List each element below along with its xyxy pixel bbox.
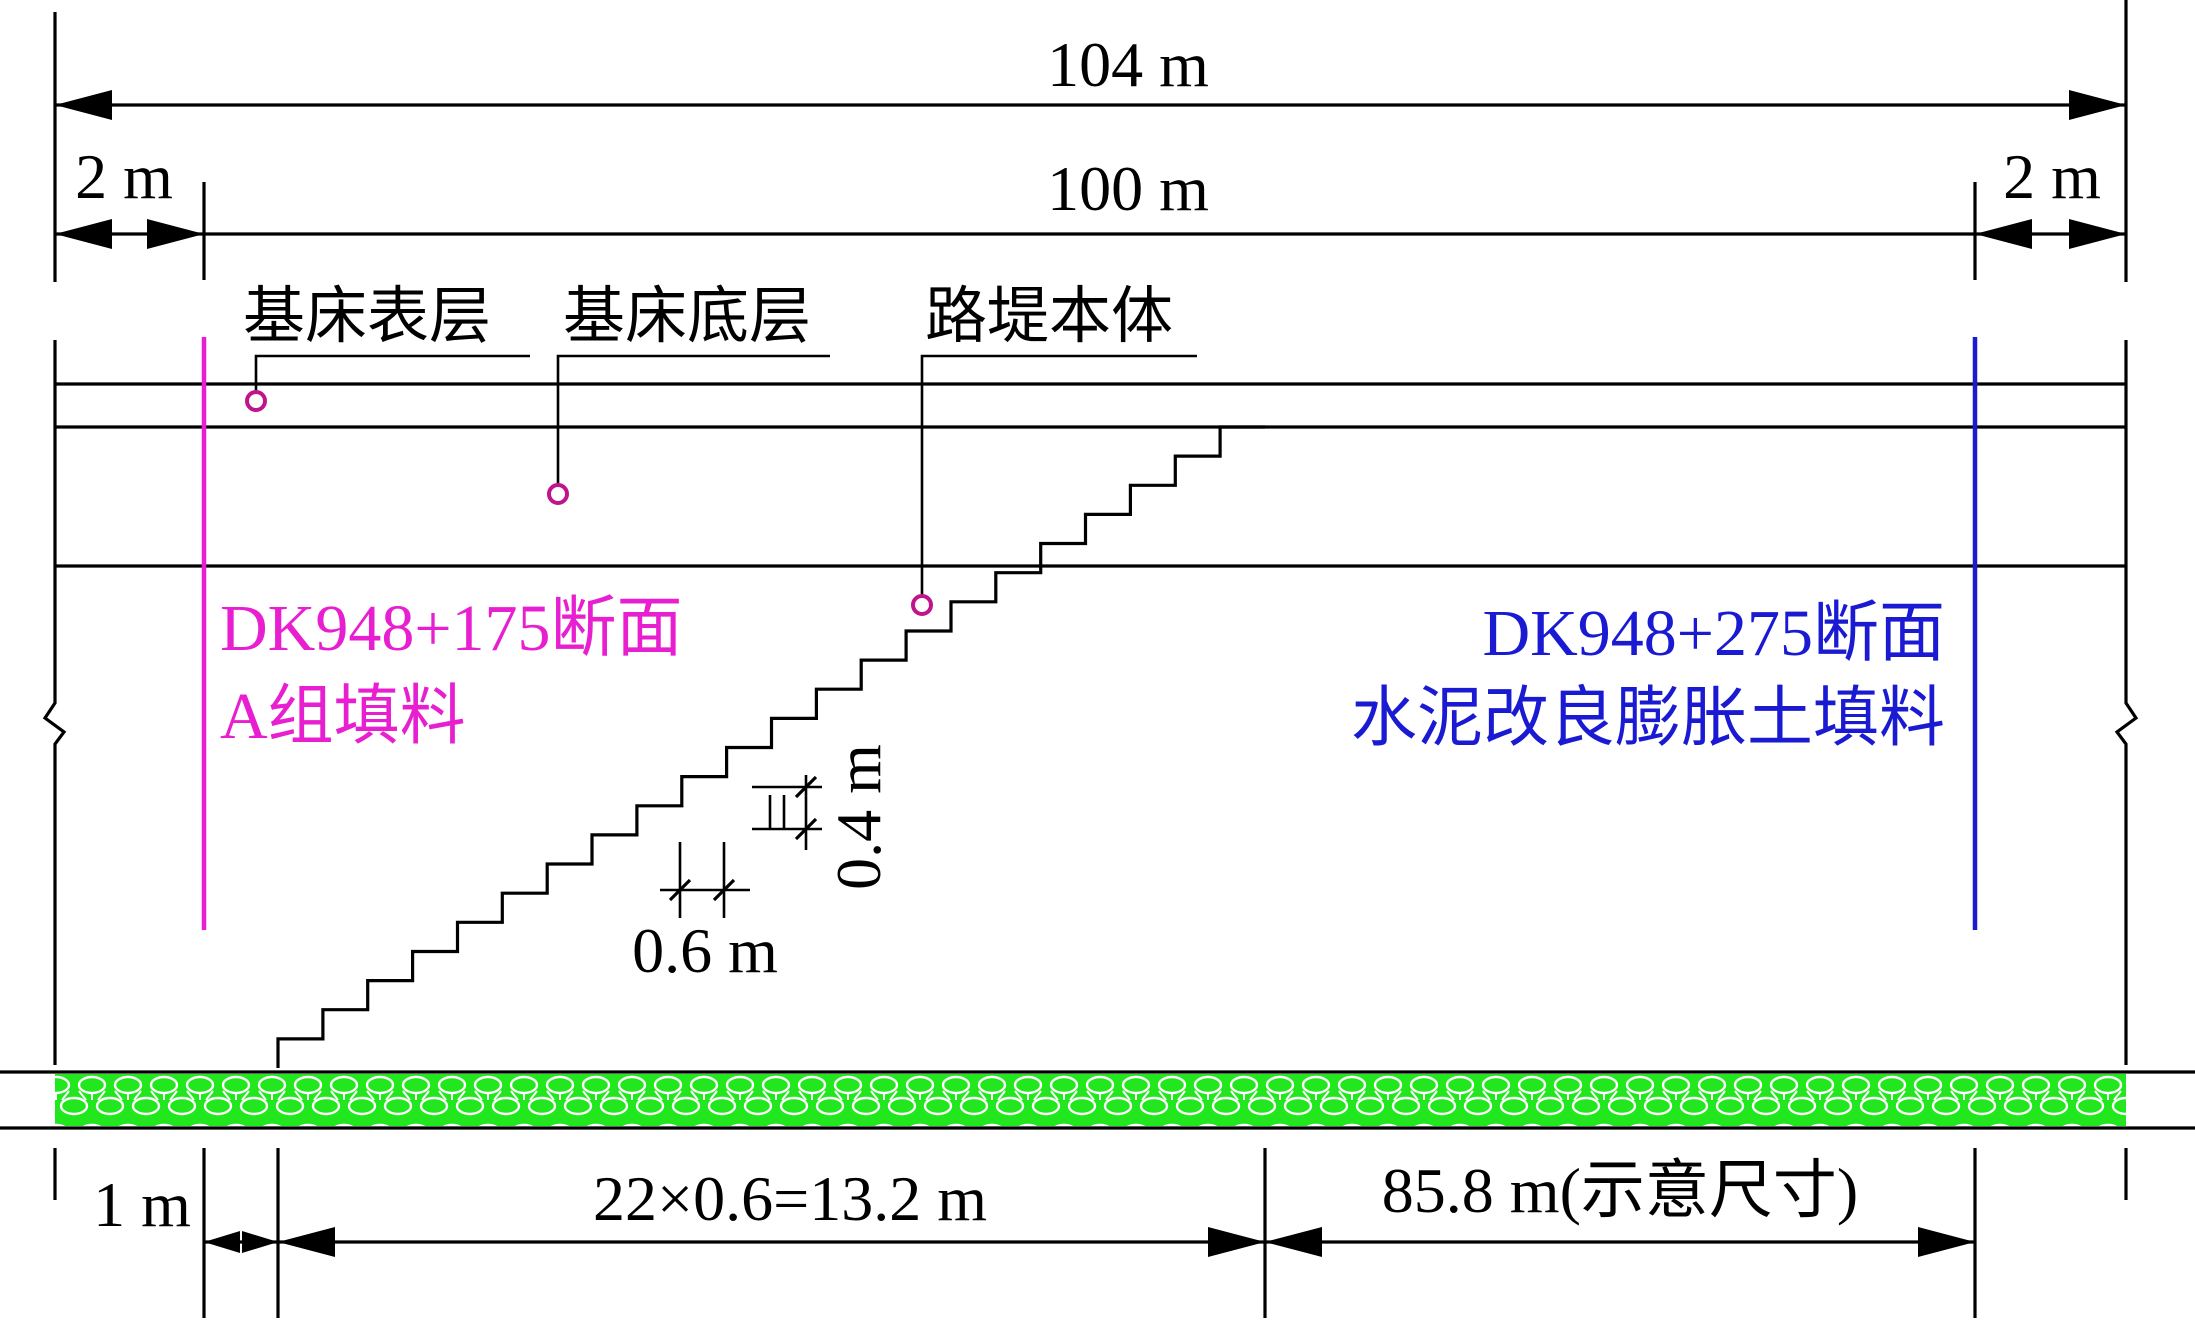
arrow-2m-right-b — [2069, 219, 2126, 249]
arrow-1m-a — [204, 1231, 240, 1253]
leader-embankment-body — [920, 354, 1197, 604]
step-width-label: 0.6 m — [632, 915, 778, 986]
right-boundary-break — [2114, 340, 2139, 1065]
dim-label-100: 100 m — [1047, 153, 1209, 224]
step-height-ticks — [794, 775, 818, 841]
label-surface-layer: 基床表层 — [243, 279, 491, 352]
arrow-remaining-a — [1265, 1227, 1322, 1257]
dim-label-1m: 1 m — [93, 1169, 191, 1240]
dim-label-steps: 22×0.6=13.2 m — [593, 1163, 987, 1234]
arrow-right-104 — [2069, 90, 2126, 120]
label-bottom-layer: 基床底层 — [563, 279, 811, 352]
dim-label-104: 104 m — [1047, 29, 1209, 100]
right-section-fill: 水泥改良膨胀土填料 — [1351, 682, 1945, 755]
layer-labels: 基床表层 基床底层 路堤本体 — [243, 279, 1197, 616]
section-labels: DK948+175断面 A组填料 DK948+275断面 水泥改良膨胀土填料 — [220, 592, 1945, 755]
arrow-steps-b — [1208, 1227, 1265, 1257]
left-section-fill: A组填料 — [220, 680, 466, 753]
top-dimensions: 104 m 100 m 2 m 2 m — [53, 0, 2128, 282]
arrow-steps-a — [278, 1227, 335, 1257]
left-section-station: DK948+175断面 — [220, 592, 683, 665]
step-excavation-staircase — [276, 425, 1265, 1068]
bottom-dimensions: 1 m 22×0.6=13.2 m 85.8 m(示意尺寸) — [53, 1148, 2128, 1318]
leader-dot-surface — [245, 390, 267, 412]
arrow-remaining-b — [1918, 1227, 1975, 1257]
leader-surface-layer — [254, 354, 530, 400]
arrow-1m-b — [242, 1231, 278, 1253]
label-embankment-body: 路堤本体 — [925, 279, 1173, 352]
left-boundary-break — [42, 340, 67, 1065]
step-detail-dimensions: 0.6 m 0.4 m — [632, 744, 894, 986]
arrow-left-104 — [55, 90, 112, 120]
dim-label-remaining: 85.8 m(示意尺寸) — [1382, 1155, 1858, 1226]
leader-dot-embankment — [911, 594, 933, 616]
gravel-foundation-layer — [55, 1074, 2126, 1126]
arrow-2m-left-a — [55, 219, 112, 249]
leader-bottom-layer — [556, 354, 830, 493]
arrow-2m-right-a — [1975, 219, 2032, 249]
leader-dot-bottom — [547, 483, 569, 505]
step-width-ticks — [668, 878, 736, 902]
arrow-2m-left-b — [147, 219, 204, 249]
step-height-label: 0.4 m — [823, 744, 894, 890]
right-section-station: DK948+275断面 — [1482, 597, 1945, 670]
dim-label-2m-right: 2 m — [2003, 141, 2101, 212]
embankment-body — [0, 337, 2195, 1130]
dim-label-2m-left: 2 m — [75, 141, 173, 212]
